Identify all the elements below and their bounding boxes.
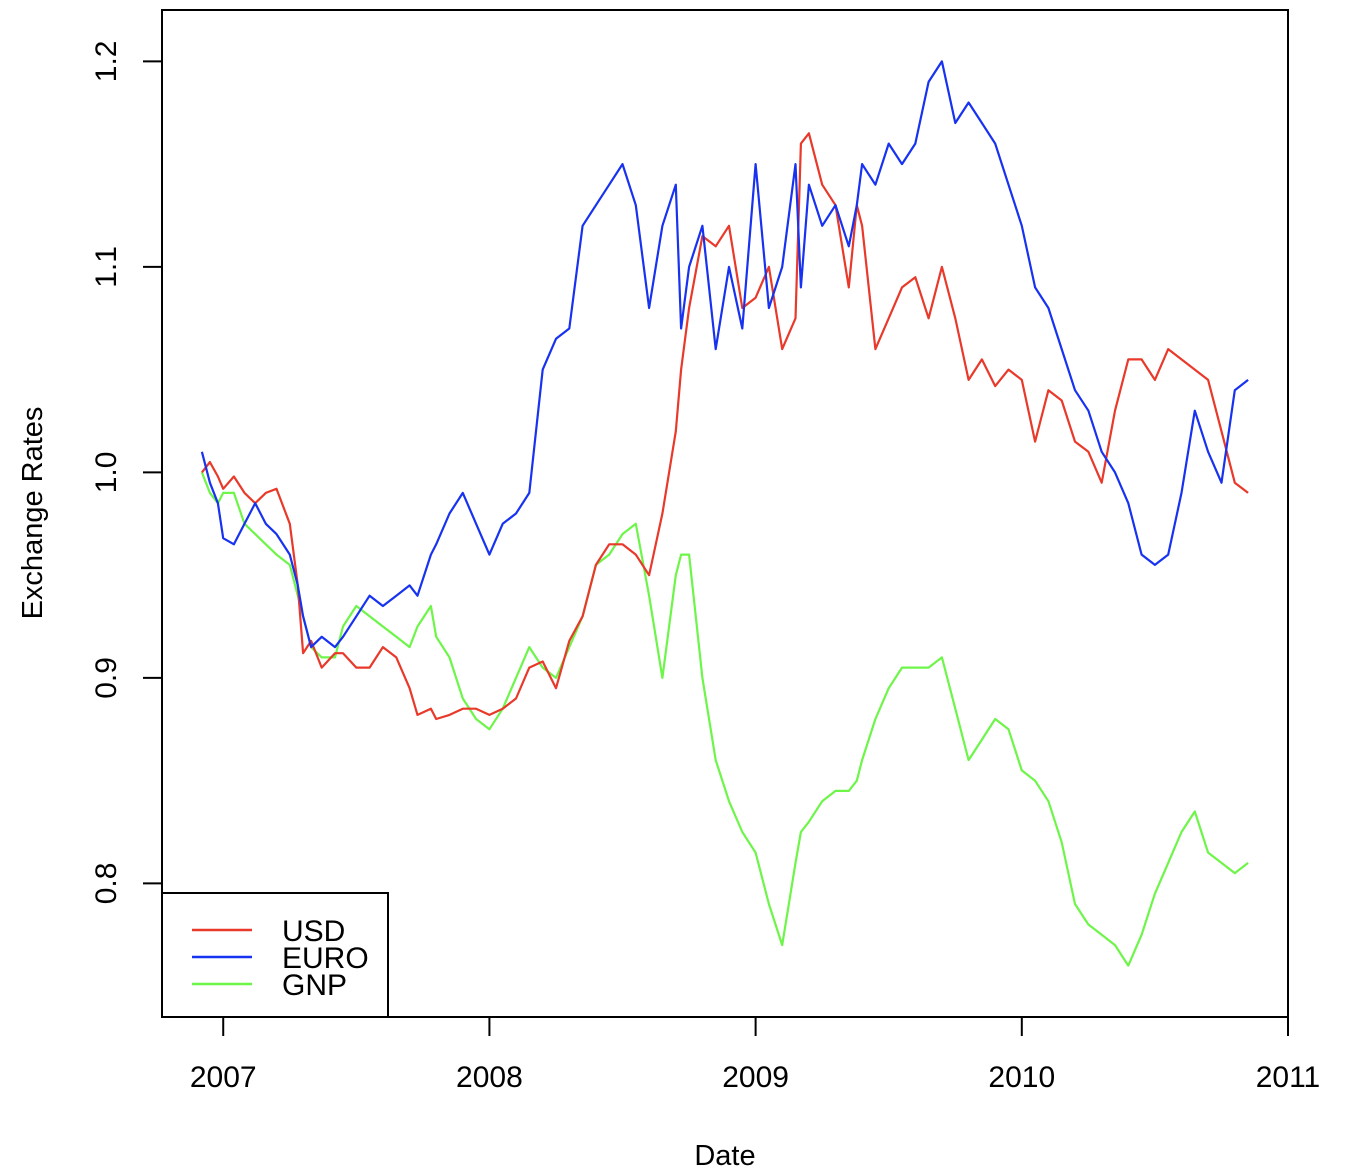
y-axis-title: Exchange Rates — [17, 407, 49, 620]
x-tick-label: 2011 — [1256, 1061, 1321, 1094]
x-axis-title: Date — [694, 1140, 755, 1172]
plot-frame — [161, 9, 1289, 1018]
series-line-gnp — [200, 472, 1249, 967]
series-line-euro — [200, 60, 1249, 649]
series-layer — [200, 60, 1249, 967]
y-tick-label: 1.2 — [90, 41, 123, 83]
legend: USD EURO GNP — [161, 892, 389, 1018]
legend-box — [161, 892, 389, 1018]
x-axis: 2007 2008 2009 2010 2011 — [190, 1016, 1321, 1094]
y-tick-label: 0.9 — [90, 657, 123, 699]
y-tick-label: 1.0 — [90, 452, 123, 494]
legend-label-euro: EURO — [282, 942, 369, 975]
y-tick-label: 0.8 — [90, 863, 123, 905]
x-tick-label: 2009 — [722, 1061, 789, 1094]
x-tick-label: 2010 — [988, 1061, 1055, 1094]
y-axis: 0.8 0.9 1.0 1.1 1.2 — [90, 41, 163, 905]
x-tick-label: 2008 — [456, 1061, 523, 1094]
series-line-usd — [201, 132, 1249, 721]
legend-label-gnp: GNP — [282, 969, 347, 1002]
y-tick-label: 1.1 — [90, 246, 123, 288]
legend-label-usd: USD — [282, 915, 345, 948]
x-tick-label: 2007 — [190, 1061, 257, 1094]
